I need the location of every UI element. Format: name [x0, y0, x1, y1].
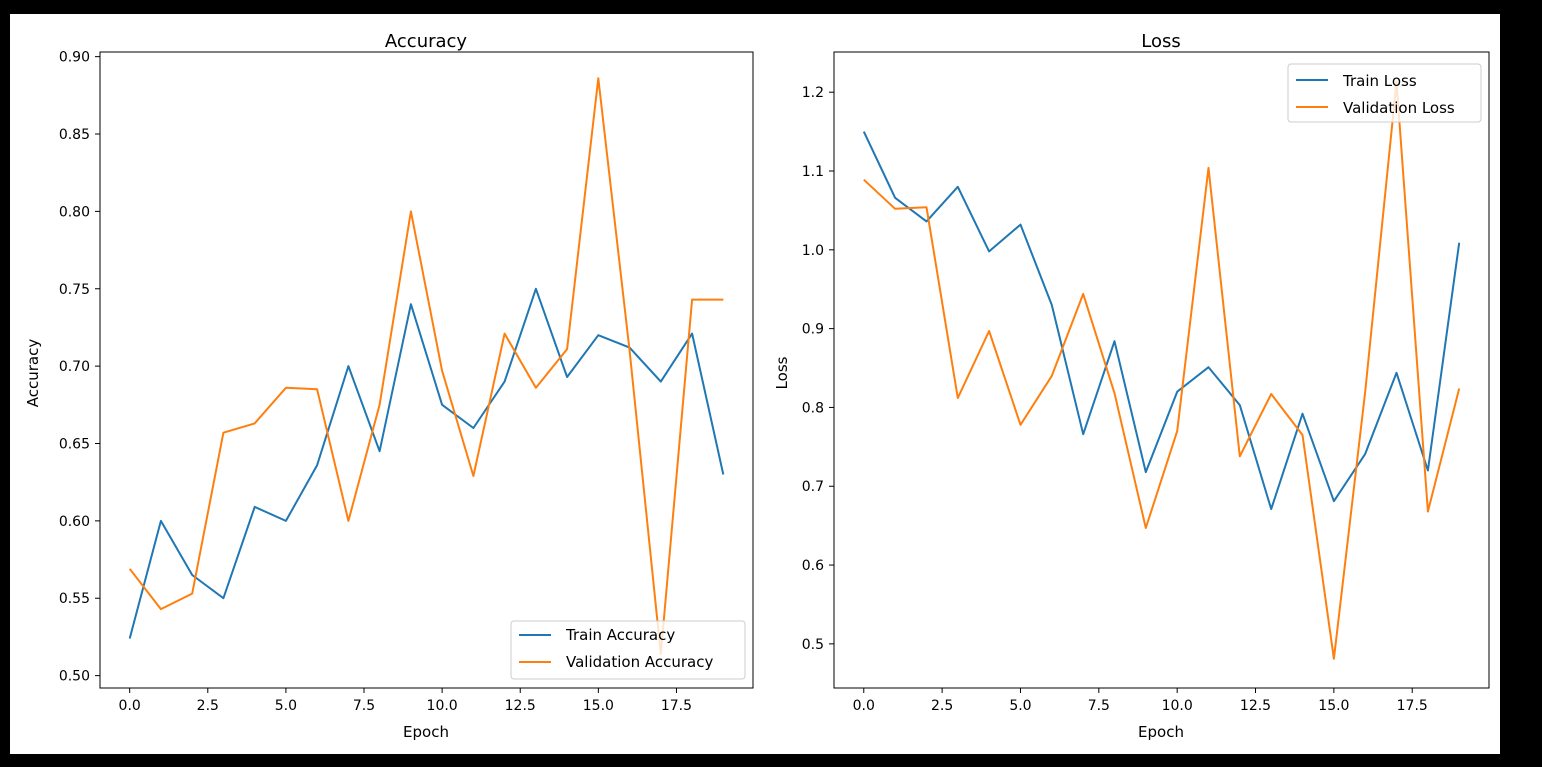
- accuracy-ytick-label: 0.55: [59, 591, 90, 607]
- loss-xtick-label: 2.5: [931, 698, 953, 714]
- loss-ytick-label: 1.2: [802, 85, 824, 101]
- accuracy-ytick-label: 0.75: [59, 282, 90, 298]
- loss-ytick-label: 1.1: [802, 164, 824, 180]
- accuracy-legend-train-label: Train Accuracy: [565, 626, 675, 644]
- loss-xtick-label: 0.0: [853, 698, 875, 714]
- figure-canvas: [10, 14, 1500, 754]
- accuracy-xtick-label: 12.5: [505, 698, 536, 714]
- accuracy-xtick-label: 5.0: [275, 698, 297, 714]
- loss-xlabel: Epoch: [1138, 723, 1184, 741]
- loss-xtick-label: 17.5: [1397, 698, 1428, 714]
- accuracy-ytick-label: 0.70: [59, 359, 90, 375]
- loss-ytick-label: 0.9: [802, 322, 824, 338]
- loss-series-line-validation: [863, 80, 1461, 660]
- loss-lines: [862, 80, 1461, 660]
- accuracy-ytick-label: 0.90: [59, 50, 90, 66]
- loss-ytick-label: 0.7: [802, 479, 824, 495]
- loss-legend: Train Loss Validation Loss: [1287, 63, 1482, 123]
- loss-subplot: Loss Epoch Loss 0.0 2.5 5.0 7.5 10.0 12.5 15.0…: [773, 31, 1490, 741]
- accuracy-xtick-label: 10.0: [427, 698, 458, 714]
- accuracy-series-line-validation: [128, 77, 724, 655]
- loss-xtick-label: 7.5: [1088, 698, 1110, 714]
- accuracy-xtick-label: 15.0: [583, 698, 614, 714]
- loss-ytick-label: 0.8: [802, 400, 824, 416]
- accuracy-xtick-label: 17.5: [661, 698, 692, 714]
- accuracy-ticks: 0.0 2.5 5.0 7.5 10.0 12.5 15.0 17.5 0.50 0.55 0.60…: [59, 50, 692, 714]
- accuracy-xtick-label: 2.5: [197, 698, 219, 714]
- loss-legend-val-label: Validation Loss: [1343, 99, 1455, 117]
- accuracy-axes-frame: [99, 51, 754, 689]
- loss-ytick-label: 0.5: [802, 637, 824, 653]
- loss-ytick-label: 1.0: [802, 243, 824, 259]
- loss-axes-frame: [833, 51, 1490, 689]
- accuracy-legend-val-label: Validation Accuracy: [566, 653, 713, 671]
- loss-legend-train-label: Train Loss: [1342, 72, 1417, 90]
- accuracy-ytick-label: 0.60: [59, 514, 90, 530]
- loss-ytick-label: 0.6: [802, 558, 824, 574]
- accuracy-ytick-label: 0.65: [59, 437, 90, 453]
- accuracy-legend-box: [510, 620, 746, 680]
- loss-xtick-label: 12.5: [1240, 698, 1271, 714]
- loss-xtick-label: 15.0: [1318, 698, 1349, 714]
- accuracy-title: Accuracy: [385, 31, 468, 52]
- accuracy-ytick-label: 0.85: [59, 127, 90, 143]
- loss-xtick-label: 10.0: [1162, 698, 1193, 714]
- accuracy-xtick-label: 7.5: [353, 698, 375, 714]
- accuracy-ylabel: Accuracy: [24, 339, 42, 408]
- loss-legend-box: [1287, 63, 1482, 123]
- loss-ylabel: Loss: [773, 356, 791, 389]
- accuracy-xtick-label: 0.0: [119, 698, 141, 714]
- loss-xtick-label: 5.0: [1009, 698, 1031, 714]
- accuracy-ytick-label: 0.50: [59, 669, 90, 685]
- loss-series-line-train: [862, 131, 1461, 511]
- accuracy-legend: Train Accuracy Validation Accuracy: [510, 620, 746, 680]
- accuracy-subplot: Accuracy Epoch Accuracy 0.0 2.5 5.0 7.5 10.0…: [24, 31, 754, 741]
- accuracy-series-line-train: [128, 287, 725, 639]
- loss-title: Loss: [1141, 31, 1180, 52]
- accuracy-xlabel: Epoch: [403, 723, 449, 741]
- accuracy-ytick-label: 0.80: [59, 204, 90, 220]
- loss-ticks: 0.0 2.5 5.0 7.5 10.0 12.5 15.0 17.5 0.5 0.6 0.7 0.8…: [802, 85, 1428, 714]
- accuracy-lines: [128, 77, 725, 655]
